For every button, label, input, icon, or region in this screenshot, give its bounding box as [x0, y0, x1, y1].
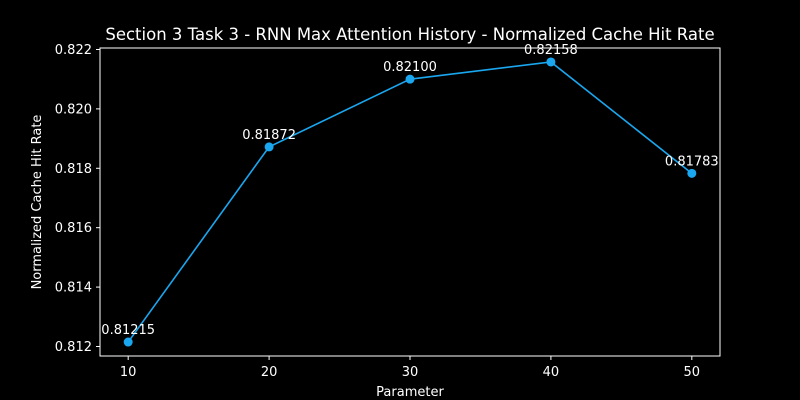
x-tick-label-4: 50: [684, 365, 701, 380]
x-tick-label-2: 30: [402, 365, 419, 380]
data-label-3: 0.82158: [524, 43, 578, 58]
data-point-1: [264, 142, 274, 152]
y-tick-label-2: 0.816: [55, 221, 92, 236]
y-tick-label-0: 0.812: [55, 340, 92, 355]
chart-title: Section 3 Task 3 - RNN Max Attention His…: [105, 25, 714, 44]
data-point-2: [405, 74, 415, 84]
x-tick-label-1: 20: [261, 365, 278, 380]
data-label-1: 0.81872: [242, 128, 296, 143]
plot-frame: [99, 47, 721, 357]
data-point-4: [687, 168, 697, 178]
y-tick-label-1: 0.814: [55, 281, 92, 296]
x-tick-label-3: 40: [543, 365, 560, 380]
data-point-3: [546, 57, 556, 67]
y-axis: 0.812 0.814 0.816 0.818 0.820 0.822: [55, 43, 100, 355]
y-axis-label: Normalized Cache Hit Rate: [30, 115, 45, 290]
y-tick-label-3: 0.818: [55, 162, 92, 177]
data-label-4: 0.81783: [665, 154, 719, 169]
y-tick-label-5: 0.822: [55, 43, 92, 58]
x-axis-label: Parameter: [376, 385, 444, 400]
y-tick-label-4: 0.820: [55, 102, 92, 117]
x-axis: 10 20 30 40 50: [120, 356, 700, 380]
x-tick-label-0: 10: [120, 365, 137, 380]
series-markers: [123, 57, 697, 347]
series-line: [127, 61, 693, 343]
data-label-2: 0.82100: [383, 60, 437, 75]
data-label-0: 0.81215: [101, 323, 155, 338]
data-labels: 0.81215 0.81872 0.82100 0.82158 0.81783: [101, 43, 718, 338]
data-point-0: [123, 337, 133, 347]
